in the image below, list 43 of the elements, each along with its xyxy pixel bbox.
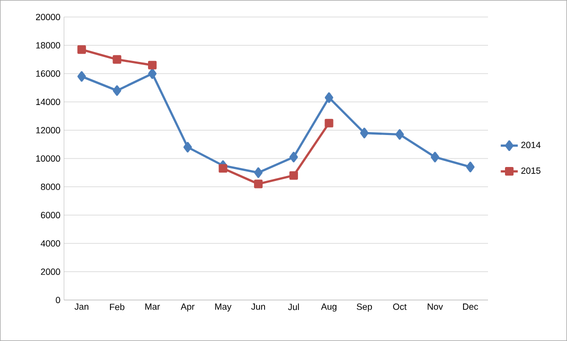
x-tick-label: Oct [393,304,407,310]
point [360,128,369,138]
point [395,129,404,140]
x-tick-label: Mar [145,304,160,310]
point [77,45,86,54]
y-tick-label: 20000 [36,14,60,20]
y-tick-label: 10000 [36,155,60,162]
y-tick-label: 8000 [40,184,60,190]
legend-label: 2015 [521,167,540,174]
x-tick-label: Jan [74,304,88,310]
point [430,152,440,162]
point [112,85,122,96]
point [112,55,122,64]
x-tick-label: Dec [463,304,478,310]
point [466,162,475,172]
x-tick-label: Jul [288,304,299,310]
point [218,164,228,173]
x-tick-label: Apr [180,304,194,312]
y-tick-label: 16000 [36,70,60,77]
y-tick-label: 12000 [36,127,60,134]
point [324,118,334,128]
y-tick-label: 6000 [40,212,60,218]
point [254,167,263,178]
point [148,68,157,79]
x-tick-label: Jun [251,304,265,310]
point [324,92,334,103]
point [148,60,157,70]
x-tick-label: May [215,304,232,312]
y-tick-label: 2000 [40,268,60,275]
point [183,142,192,152]
x-tick-label: Nov [428,304,443,310]
point [289,152,298,162]
point [77,71,86,82]
y-tick-label: 0 [56,296,60,304]
x-tick-label: Aug [321,304,336,312]
legend-label: 2014 [521,142,541,148]
x-tick-label: Feb [110,304,124,310]
y-tick-label: 4000 [40,240,60,247]
point [289,171,298,180]
x-tick-label: Sep [356,304,372,312]
y-tick-label: 14000 [36,98,60,106]
y-tick-label: 18000 [36,42,60,48]
point [254,180,263,188]
